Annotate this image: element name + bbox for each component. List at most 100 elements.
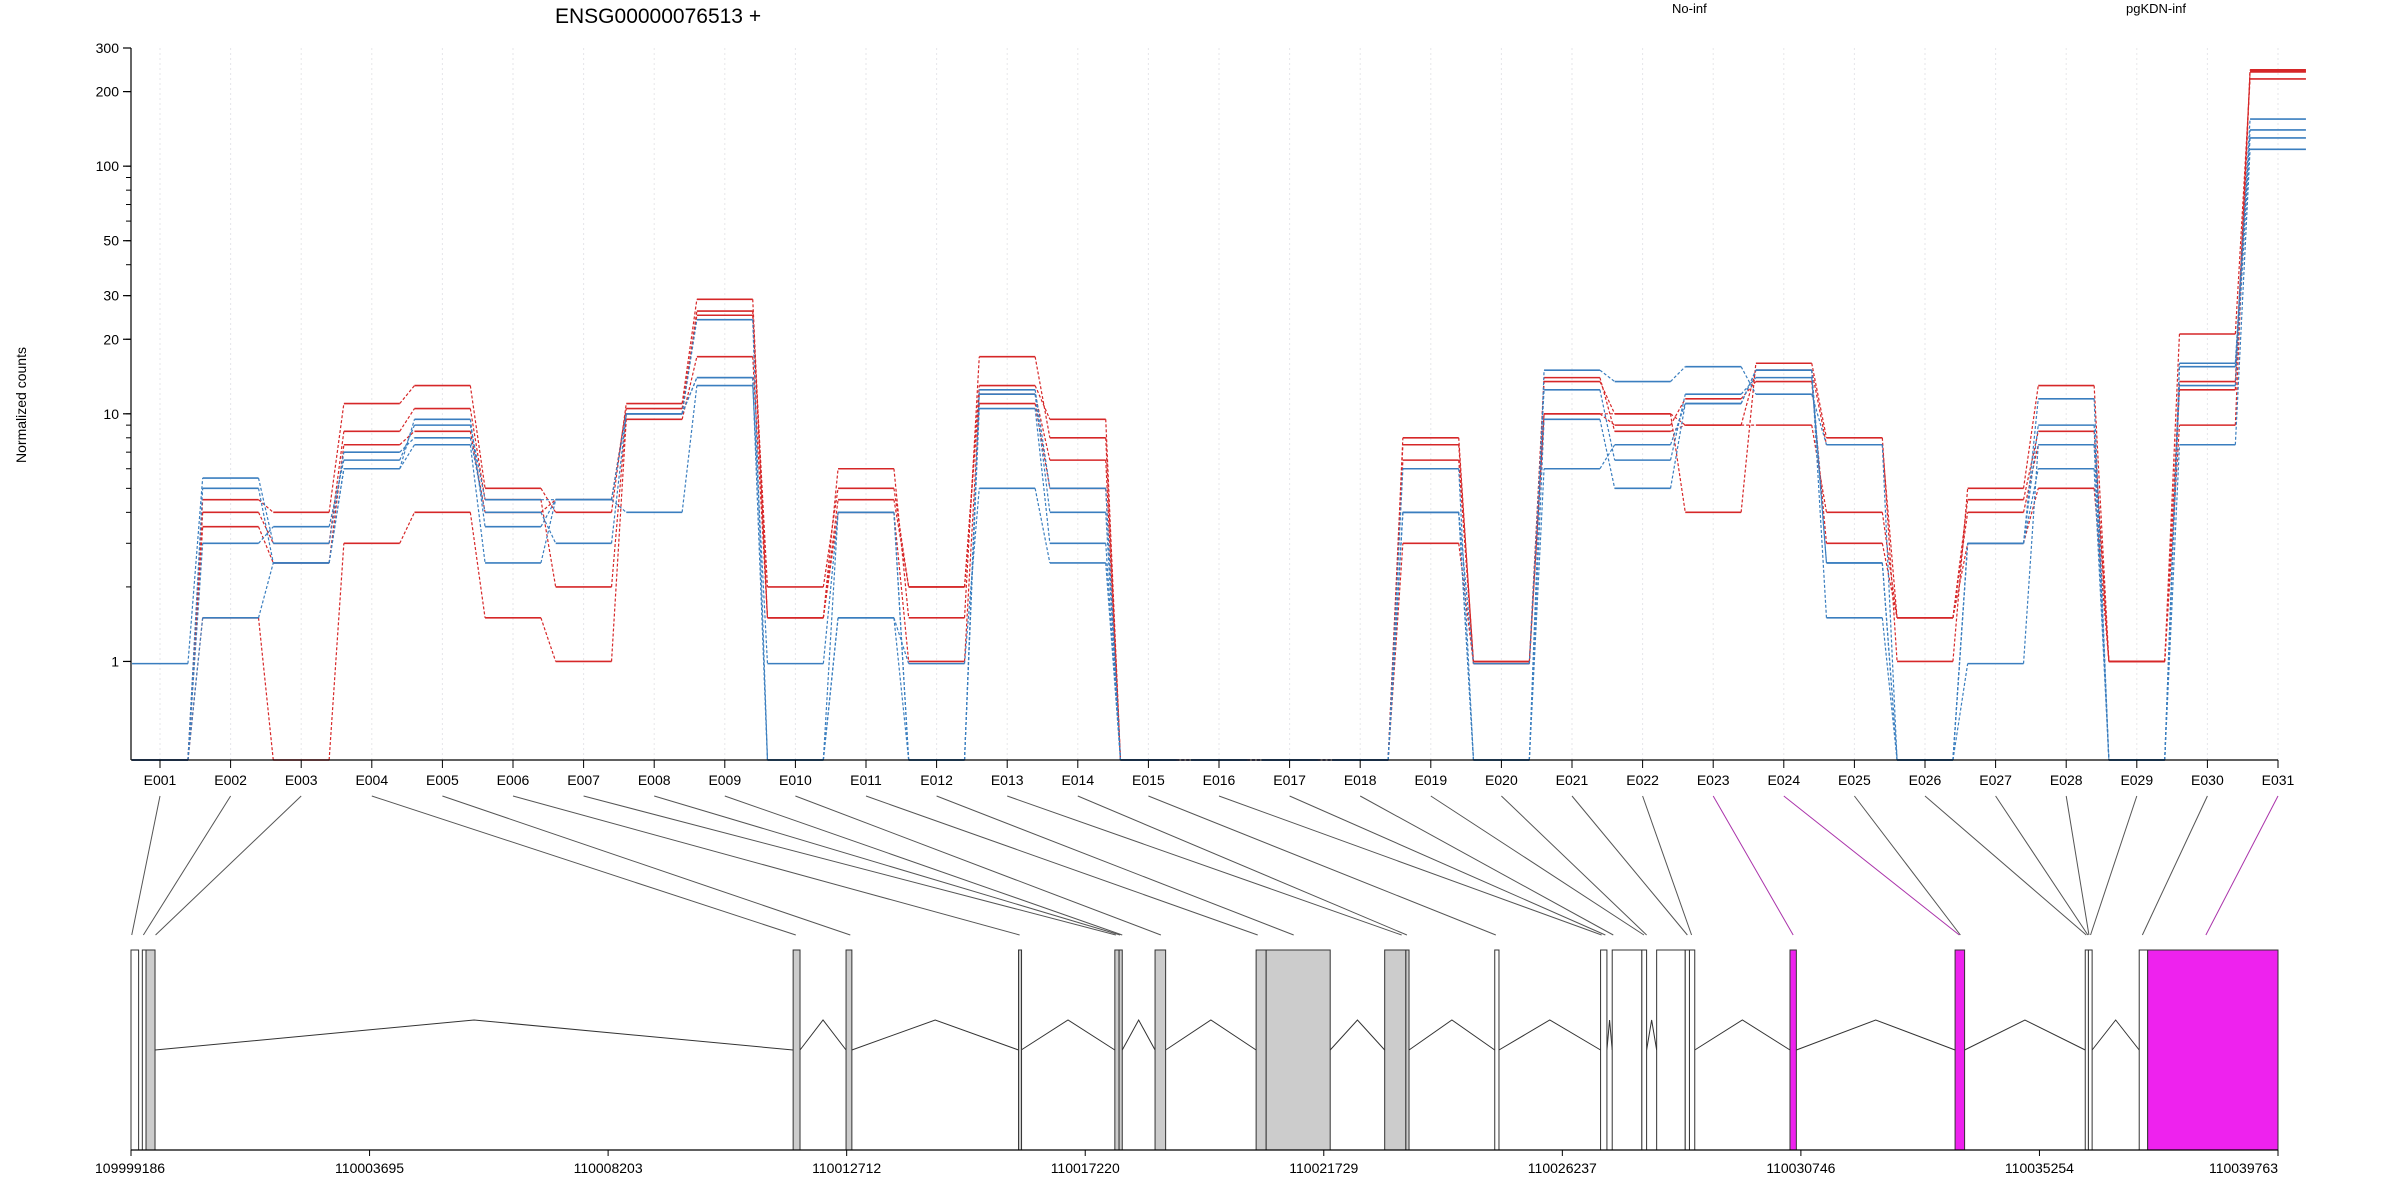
bin-connector: [752, 356, 769, 618]
genomic-tick-label: 110035254: [2005, 1160, 2074, 1176]
genomic-tick-label: 109999186: [95, 1160, 165, 1176]
y-tick-label: 100: [96, 158, 120, 174]
bin-connector: [1599, 381, 1616, 415]
bin-link: [1995, 795, 2089, 936]
bin-connector: [822, 488, 839, 587]
bin-connector: [893, 617, 910, 664]
exon: [1789, 949, 1797, 1151]
bin-connector: [257, 526, 274, 564]
bin-connector: [2164, 425, 2181, 662]
bin-connector: [963, 394, 980, 587]
bin-link: [2090, 795, 2138, 936]
bin-connector: [1528, 468, 1545, 761]
bin-link: [654, 795, 1121, 936]
x-tick-label: E022: [1626, 772, 1659, 788]
exon: [1265, 949, 1331, 1151]
y-tick-label: 10: [103, 406, 119, 422]
x-tick-label: E023: [1697, 772, 1730, 788]
bin-link: [1289, 795, 1606, 936]
genomic-axis: 109999186 110003695 110008203 110012712 1100…: [95, 1149, 2279, 1176]
x-tick-label: E027: [1979, 772, 2012, 788]
x-tick-label: E004: [355, 772, 388, 788]
bin-connector: [1528, 413, 1545, 662]
bin-connector: [1034, 389, 1051, 489]
bin-connector: [1670, 413, 1686, 426]
bin-connector: [1599, 444, 1616, 470]
bin-link: [865, 795, 1258, 936]
bin-connector: [399, 430, 415, 446]
bin-connector: [2164, 385, 2181, 761]
x-tick-label: E025: [1838, 772, 1871, 788]
genomic-tick-label: 110012712: [812, 1160, 881, 1176]
x-tick-label: E028: [2050, 772, 2083, 788]
bin-link: [2141, 795, 2208, 936]
exon: [1114, 949, 1120, 1151]
bin-connector: [752, 299, 769, 618]
bin-connector: [610, 413, 627, 500]
bin-connector: [1458, 512, 1475, 761]
y-tick-label: 50: [103, 233, 119, 249]
y-tick-label: 20: [103, 331, 119, 347]
bin-connector: [611, 499, 627, 513]
exon: [1154, 949, 1167, 1151]
bin-link: [1501, 795, 1647, 936]
bin-connector: [1740, 369, 1757, 404]
bin-link: [155, 795, 302, 936]
bin-connector: [328, 452, 345, 544]
bin-connector: [540, 499, 557, 513]
bin-link: [142, 795, 232, 936]
bin-connector: [893, 488, 910, 587]
bin-connector: [2022, 444, 2039, 513]
gene-model: [130, 949, 2279, 1151]
bin-connector: [2234, 137, 2251, 386]
bin-connector: [1034, 488, 1051, 564]
bin-connector: [1599, 369, 1616, 383]
exon: [1688, 949, 1696, 1151]
genomic-tick-label: 110039763: [2209, 1160, 2278, 1176]
exon: [845, 949, 853, 1151]
series-no-inf-0: [132, 71, 2306, 761]
intron: [1646, 1019, 1658, 1051]
x-tick-label: E030: [2191, 772, 2224, 788]
bin-connector: [2234, 78, 2251, 335]
bin-connector: [610, 413, 627, 544]
bin-connector: [752, 377, 769, 761]
legend-pgkdn-inf: pgKDN-inf: [2126, 1, 2186, 16]
bin-connector: [1881, 437, 1898, 662]
bin-connector: [1740, 366, 1757, 395]
bin-connector: [681, 299, 698, 404]
bin-connector: [1740, 381, 1757, 400]
bin-connector: [1952, 488, 1969, 662]
exon: [1641, 949, 1648, 1151]
bin-connector: [2093, 468, 2110, 761]
bin-connector: [469, 419, 486, 527]
bin-connector: [1458, 512, 1475, 664]
bin-connector: [1670, 398, 1686, 426]
bin-connector: [1811, 370, 1828, 618]
bin-link: [512, 795, 1020, 936]
genomic-tick-label: 110030746: [1766, 1160, 1835, 1176]
bin-connector: [1458, 437, 1475, 664]
bin-connector: [187, 478, 204, 664]
bin-connector: [1599, 419, 1616, 489]
bin-connector: [2022, 398, 2039, 544]
x-tick-label: E008: [638, 772, 671, 788]
bin-connector: [399, 437, 415, 453]
bin-connector: [610, 403, 627, 513]
bin-connector: [257, 617, 274, 761]
bin-connector: [681, 377, 698, 415]
x-tick-label: E012: [920, 772, 953, 788]
bin-connector: [187, 617, 204, 761]
bin-connector: [1881, 562, 1898, 761]
chart-title: ENSG00000076513 +: [555, 5, 761, 28]
exon: [1384, 949, 1407, 1151]
exon: [2087, 949, 2093, 1151]
bin-link: [1924, 795, 2087, 936]
x-tick-label: E009: [708, 772, 741, 788]
bin-connector: [1105, 437, 1122, 761]
bin-link: [131, 795, 161, 936]
bin-link: [371, 795, 796, 936]
bin-connector: [1034, 394, 1051, 513]
x-tick-label: E021: [1556, 772, 1589, 788]
bin-link: [1430, 795, 1645, 936]
